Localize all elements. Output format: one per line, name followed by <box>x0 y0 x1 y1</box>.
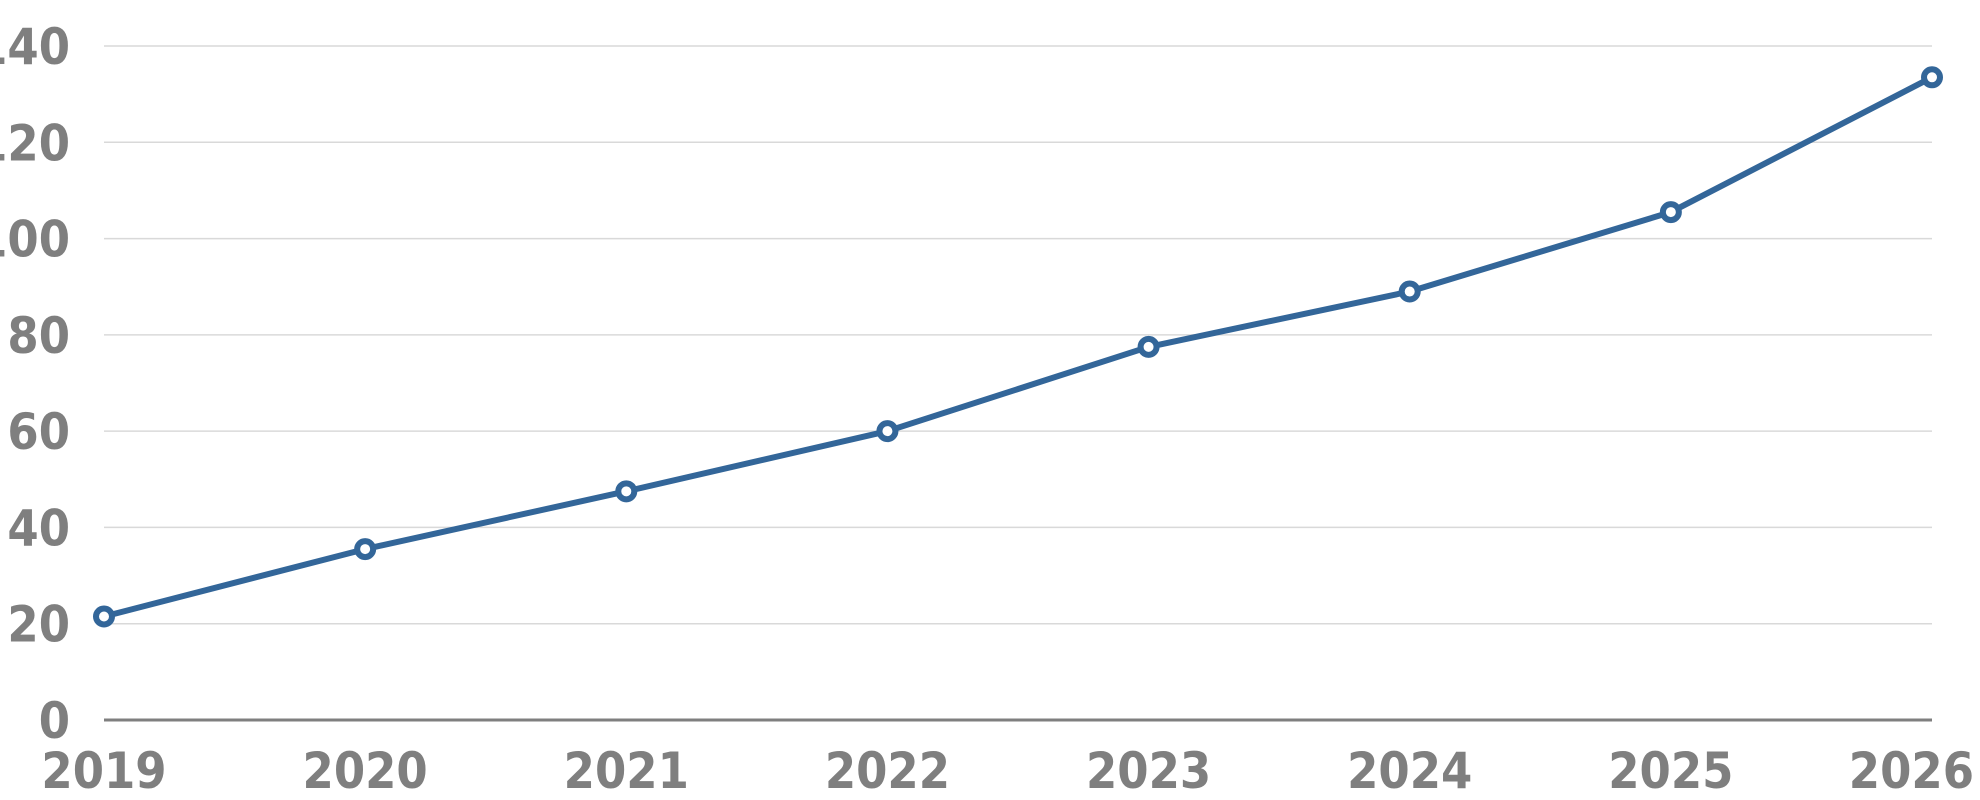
gridlines <box>104 45 1932 625</box>
y-tick-label: 80 <box>7 307 70 365</box>
x-tick-label: 2019 <box>41 742 166 800</box>
x-tick-label: 2022 <box>825 742 950 800</box>
x-tick-label: 2025 <box>1608 742 1733 800</box>
data-point-2021 <box>615 480 638 503</box>
y-tick-label: 120 <box>0 114 70 172</box>
x-tick-label: 2023 <box>1086 742 1211 800</box>
y-tick-label: 0 <box>39 692 70 750</box>
data-point-2022 <box>876 420 899 443</box>
y-tick-label: 140 <box>0 18 70 76</box>
data-point-2019 <box>93 605 115 628</box>
x-tick-label: 2020 <box>303 742 428 800</box>
y-tick-label: 40 <box>7 499 70 557</box>
y-tick-label: 100 <box>0 211 70 269</box>
x-tick-label: 2026 <box>1849 742 1974 800</box>
y-tick-label: 60 <box>7 403 70 461</box>
data-point-2023 <box>1137 335 1160 358</box>
x-axis-tick-labels: 2019 2020 2021 2022 2023 2024 2025 2026 <box>41 742 1974 800</box>
data-point-2020 <box>354 538 377 561</box>
series-line <box>101 74 1935 620</box>
y-tick-label: 20 <box>7 596 70 654</box>
series-group <box>93 66 1943 628</box>
x-tick-label: 2021 <box>564 742 689 800</box>
data-point-2026 <box>1921 66 1943 89</box>
x-tick-label: 2024 <box>1347 742 1472 800</box>
data-point-2025 <box>1659 201 1682 224</box>
data-point-2024 <box>1398 280 1421 303</box>
y-axis-tick-labels: 0 20 40 60 80 100 120 140 <box>0 18 70 750</box>
